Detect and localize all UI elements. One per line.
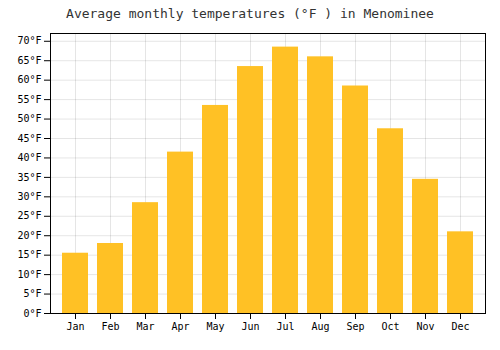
svg-text:45°F: 45°F: [17, 133, 41, 144]
svg-text:Mar: Mar: [136, 321, 154, 332]
svg-text:65°F: 65°F: [17, 55, 41, 66]
svg-text:Sep: Sep: [346, 321, 364, 332]
svg-text:60°F: 60°F: [17, 74, 41, 85]
svg-text:10°F: 10°F: [17, 269, 41, 280]
svg-text:30°F: 30°F: [17, 191, 41, 202]
svg-text:Jul: Jul: [276, 321, 294, 332]
html-text:Average monthly temperatures (: Average monthly temperatures (°F ) in Me…: [66, 6, 434, 21]
svg-text:20°F: 20°F: [17, 230, 41, 241]
svg-text:Apr: Apr: [171, 321, 189, 332]
svg-text:Oct: Oct: [381, 321, 399, 332]
svg-text:55°F: 55°F: [17, 94, 41, 105]
svg-text:Dec: Dec: [451, 321, 469, 332]
svg-text:Jun: Jun: [241, 321, 259, 332]
svg-text:40°F: 40°F: [17, 152, 41, 163]
svg-text:0°F: 0°F: [23, 308, 41, 319]
svg-text:50°F: 50°F: [17, 113, 41, 124]
svg-text:Aug: Aug: [311, 321, 329, 332]
svg-text:Feb: Feb: [101, 321, 119, 332]
svg-text:Jan: Jan: [66, 321, 84, 332]
svg-text:25°F: 25°F: [17, 210, 41, 221]
svg-text:5°F: 5°F: [23, 288, 41, 299]
svg-text:70°F: 70°F: [17, 35, 41, 46]
svg-text:May: May: [206, 321, 224, 332]
svg-text:15°F: 15°F: [17, 249, 41, 260]
svg-text:35°F: 35°F: [17, 172, 41, 183]
svg-text:Nov: Nov: [416, 321, 434, 332]
